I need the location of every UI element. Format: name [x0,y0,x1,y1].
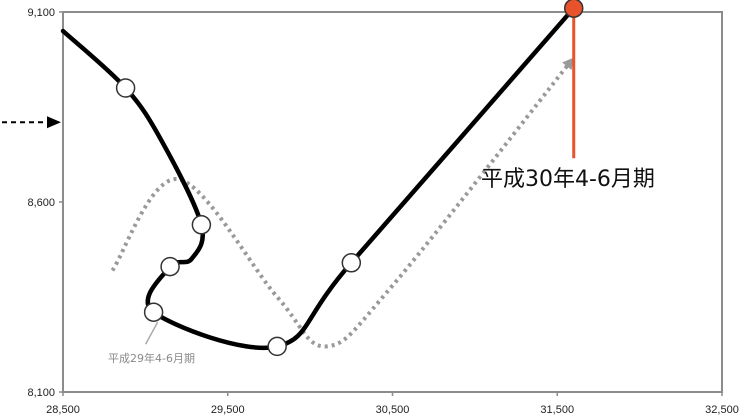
plot-frame [62,11,723,393]
annotation-label-previous: 平成29年4-6月期 [108,351,195,365]
data-point [191,215,212,235]
y-axis: 8,100 8,600 9,100 [27,7,63,399]
y-tick-label: 9,100 [27,7,55,19]
annotation-label-current: 平成30年4-6月期 [481,167,655,192]
x-tick-label: 32,500 [705,404,739,416]
dotted-series-line [110,56,576,349]
x-axis: 28,500 29,500 30,500 31,500 32,500 [46,392,739,416]
marker-layer [115,0,584,357]
previous-point-leader-line [144,321,159,345]
y-tick-label: 8,100 [27,387,55,399]
data-point [341,253,362,273]
data-point [143,302,164,322]
plot-area [62,11,723,393]
annotation-layer: 平成30年4-6月期 平成29年4-6月期 [108,167,655,365]
data-point [267,336,287,357]
data-point-current [563,0,584,18]
data-point [160,256,180,277]
x-tick-label: 28,500 [46,404,80,416]
x-tick-label: 30,500 [376,404,410,416]
dotted-series-arrowhead [562,57,574,70]
y-tick-label: 8,600 [27,197,55,209]
x-tick-label: 31,500 [540,404,574,416]
data-point [115,78,136,98]
left-indicator-arrowhead [47,116,61,129]
x-tick-label: 29,500 [211,404,245,416]
